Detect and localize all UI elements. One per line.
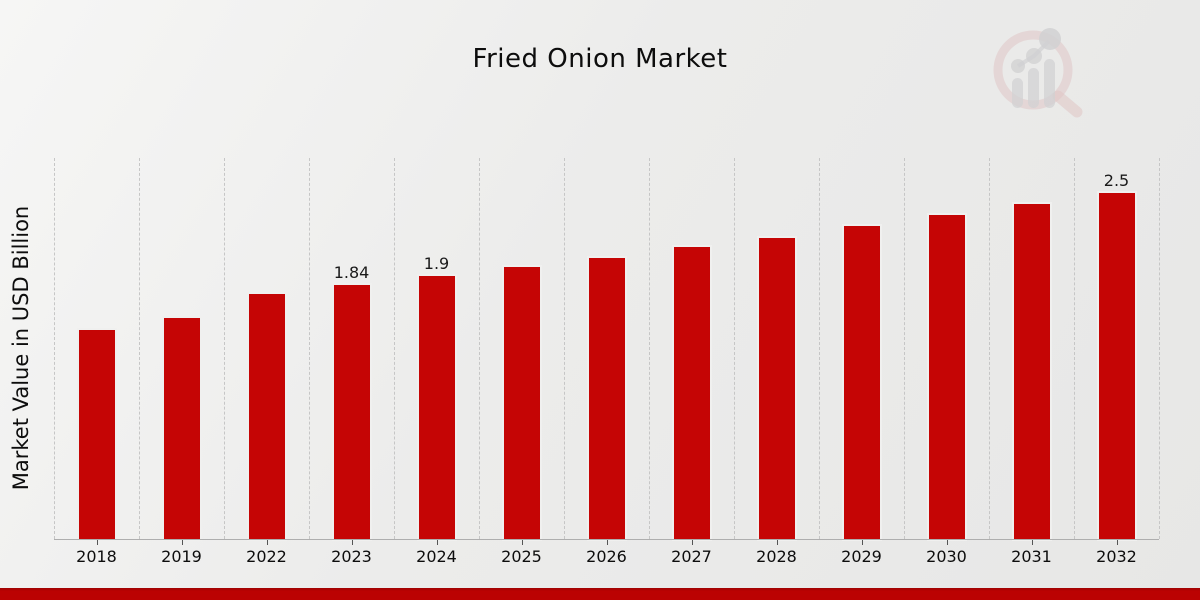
bar-2026 [588, 258, 625, 539]
x-axis-tick [96, 540, 98, 545]
bar-2019 [163, 317, 200, 539]
bar-2032 [1098, 193, 1135, 539]
x-axis-tick [776, 540, 778, 545]
x-axis-label-2025: 2025 [501, 547, 542, 566]
gridline [54, 158, 55, 539]
x-axis-line [54, 539, 1159, 540]
bar-2029 [843, 226, 880, 539]
gridline [819, 158, 820, 539]
x-axis-label-2027: 2027 [671, 547, 712, 566]
gridline [989, 158, 990, 539]
x-axis-label-2031: 2031 [1011, 547, 1052, 566]
bar-2027 [673, 247, 710, 539]
x-axis-label-2032: 2032 [1096, 547, 1137, 566]
bar-2023 [333, 284, 370, 539]
x-axis-label-2023: 2023 [331, 547, 372, 566]
brand-watermark-icon [993, 28, 1083, 118]
bar-value-label-2023: 1.84 [333, 262, 370, 282]
bar-2025 [503, 266, 540, 539]
x-axis-label-2019: 2019 [161, 547, 202, 566]
x-axis-label-2024: 2024 [416, 547, 457, 566]
x-axis-tick [1031, 540, 1033, 545]
bar-value-label-2024: 1.9 [423, 254, 450, 274]
chart-title: Fried Onion Market [472, 44, 728, 74]
gridline [1074, 158, 1075, 539]
x-axis-label-2022: 2022 [246, 547, 287, 566]
footer-accent-bar [0, 588, 1200, 600]
x-axis-label-2026: 2026 [586, 547, 627, 566]
x-axis-label-2028: 2028 [756, 547, 797, 566]
gridline [649, 158, 650, 539]
plot-area: 1.84 1.9 2.5 [54, 158, 1160, 539]
x-axis-tick [436, 540, 438, 545]
gridline [394, 158, 395, 539]
x-axis-label-2029: 2029 [841, 547, 882, 566]
bar-value-label-2032: 2.5 [1103, 171, 1130, 191]
x-axis-tick [861, 540, 863, 545]
x-axis-tick [351, 540, 353, 545]
x-axis-tick [606, 540, 608, 545]
x-axis-tick [691, 540, 693, 545]
x-axis-tick [521, 540, 523, 545]
bar-2022 [248, 294, 285, 539]
gridline [139, 158, 140, 539]
bar-2024 [418, 276, 455, 539]
gridline [224, 158, 225, 539]
bar-2030 [928, 215, 965, 539]
gridline [904, 158, 905, 539]
bar-2018 [78, 330, 115, 539]
gridline [309, 158, 310, 539]
y-axis-label: Market Value in USD Billion [9, 205, 33, 491]
x-axis-label-2018: 2018 [76, 547, 117, 566]
gridline [479, 158, 480, 539]
x-axis-tick [946, 540, 948, 545]
x-axis-tick [266, 540, 268, 545]
x-axis-tick [181, 540, 183, 545]
gridline [1159, 158, 1160, 539]
bar-2028 [758, 237, 795, 539]
gridline [734, 158, 735, 539]
bar-2031 [1013, 204, 1050, 539]
x-axis-label-2030: 2030 [926, 547, 967, 566]
gridline [564, 158, 565, 539]
x-axis-tick [1116, 540, 1118, 545]
